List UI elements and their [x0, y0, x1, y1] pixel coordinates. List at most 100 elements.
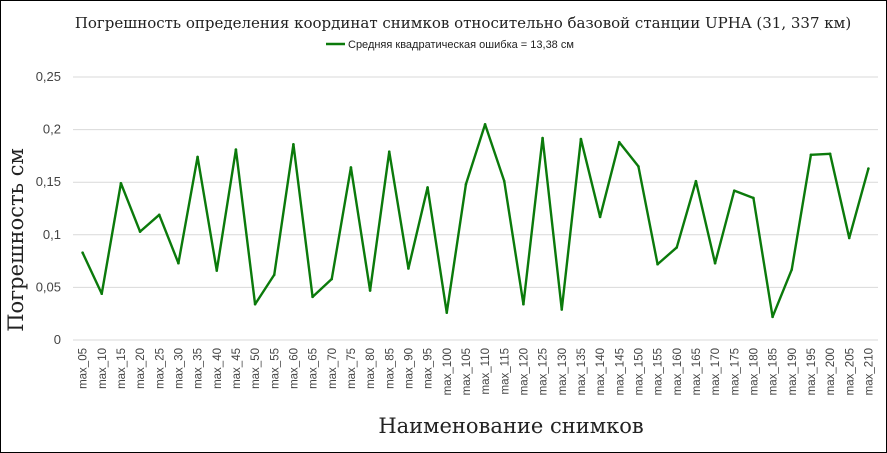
- data-point: [541, 136, 544, 140]
- x-tick-label: max_140: [595, 348, 607, 395]
- data-point: [752, 196, 755, 200]
- x-tick-label: max_10: [97, 348, 109, 389]
- data-point: [847, 236, 851, 240]
- x-axis-title: Наименование снимков: [378, 414, 643, 438]
- x-tick-label: max_200: [825, 348, 837, 395]
- x-tick-label: max_15: [116, 348, 128, 389]
- x-tick-label: max_90: [403, 348, 415, 389]
- x-tick-label: max_180: [748, 348, 760, 395]
- x-tick-label: max_170: [710, 348, 722, 395]
- data-point: [617, 140, 621, 144]
- x-tick-label: max_30: [173, 348, 185, 389]
- data-point: [809, 153, 813, 157]
- data-point: [272, 273, 276, 277]
- x-tick-label: max_210: [863, 348, 875, 395]
- data-point: [713, 261, 717, 265]
- data-point: [560, 308, 564, 311]
- x-tick-label: max_130: [557, 348, 569, 395]
- x-tick-label: max_65: [308, 348, 320, 389]
- data-point: [330, 277, 334, 281]
- x-tick-label: max_190: [787, 348, 799, 395]
- data-point: [81, 251, 84, 254]
- data-point: [368, 289, 372, 292]
- data-point: [522, 302, 525, 306]
- x-tick-label: max_195: [806, 348, 818, 395]
- y-tick-label: 0,05: [36, 279, 61, 294]
- y-tick-label: 0,2: [43, 122, 61, 137]
- x-tick-label: max_25: [154, 348, 166, 389]
- x-tick-label: max_40: [212, 348, 224, 389]
- data-point: [579, 137, 583, 141]
- data-point: [407, 267, 410, 270]
- x-tick-label: max_100: [442, 348, 454, 395]
- x-tick-label: max_145: [614, 348, 626, 395]
- data-point: [234, 148, 238, 151]
- data-point: [790, 268, 794, 271]
- data-point: [387, 150, 391, 153]
- y-tick-label: 0,25: [36, 69, 61, 84]
- y-tick-label: 0,15: [36, 174, 61, 189]
- x-tick-label: max_165: [691, 348, 703, 395]
- data-point: [100, 292, 104, 296]
- data-point: [694, 179, 698, 183]
- x-tick-label: max_125: [538, 348, 550, 395]
- x-tick-label: max_55: [269, 348, 281, 389]
- x-tick-label: max_80: [365, 348, 377, 389]
- y-axis-title: Погрешность см: [4, 148, 28, 332]
- data-point: [867, 167, 870, 170]
- x-tick-label: max_135: [576, 348, 588, 395]
- data-point: [196, 155, 199, 159]
- y-tick-labels: 0 0,05 0,1 0,15 0,2 0,25: [36, 69, 61, 347]
- x-tick-label: max_60: [288, 348, 300, 389]
- data-point: [311, 295, 314, 299]
- data-point: [426, 186, 429, 189]
- x-tick-label: max_110: [480, 348, 492, 394]
- data-point: [292, 143, 295, 146]
- data-point: [464, 183, 468, 186]
- x-tick-label: max_115: [499, 348, 511, 394]
- legend-label: Средняя квадратическая ошибка = 13,38 см: [348, 39, 574, 51]
- data-point: [771, 315, 774, 319]
- x-tick-label: max_120: [518, 348, 530, 395]
- data-point: [675, 246, 679, 249]
- chart-title: Погрешность определения координат снимко…: [75, 14, 851, 32]
- x-tick-label: max_160: [672, 348, 684, 395]
- x-tick-label: max_205: [844, 348, 856, 395]
- data-point: [732, 189, 736, 192]
- series-line: [81, 123, 870, 319]
- data-point: [637, 165, 640, 168]
- data-point: [656, 262, 659, 266]
- data-point: [253, 302, 257, 306]
- data-point: [215, 269, 219, 272]
- data-point: [828, 152, 832, 156]
- x-tick-label: max_95: [423, 348, 435, 389]
- gridlines: [73, 76, 878, 341]
- data-point: [483, 123, 487, 126]
- data-point: [502, 179, 506, 183]
- data-point: [349, 166, 353, 169]
- y-tick-label: 0: [54, 332, 61, 347]
- data-point: [177, 261, 180, 265]
- x-tick-label: max_75: [346, 348, 358, 389]
- x-tick-label: max_85: [384, 348, 396, 389]
- x-tick-label: max_20: [135, 348, 147, 389]
- x-tick-labels: max_05 max_10 max_15 max_20 max_25 max_30 max_…: [78, 348, 876, 395]
- x-tick-label: max_50: [250, 348, 262, 389]
- x-tick-label: max_45: [231, 348, 243, 389]
- data-point: [445, 311, 449, 314]
- x-tick-label: max_155: [653, 348, 665, 395]
- data-point: [119, 181, 123, 185]
- y-tick-label: 0,1: [43, 227, 61, 242]
- legend: Средняя квадратическая ошибка = 13,38 см: [326, 39, 574, 51]
- x-tick-label: max_185: [768, 348, 780, 395]
- data-point: [598, 215, 602, 219]
- x-tick-label: max_105: [461, 348, 473, 395]
- x-tick-label: max_175: [729, 348, 741, 395]
- x-tick-label: max_05: [78, 348, 90, 389]
- data-point: [157, 213, 161, 217]
- x-tick-label: max_35: [193, 348, 205, 389]
- x-tick-label: max_150: [633, 348, 645, 395]
- x-tick-label: max_70: [327, 348, 339, 389]
